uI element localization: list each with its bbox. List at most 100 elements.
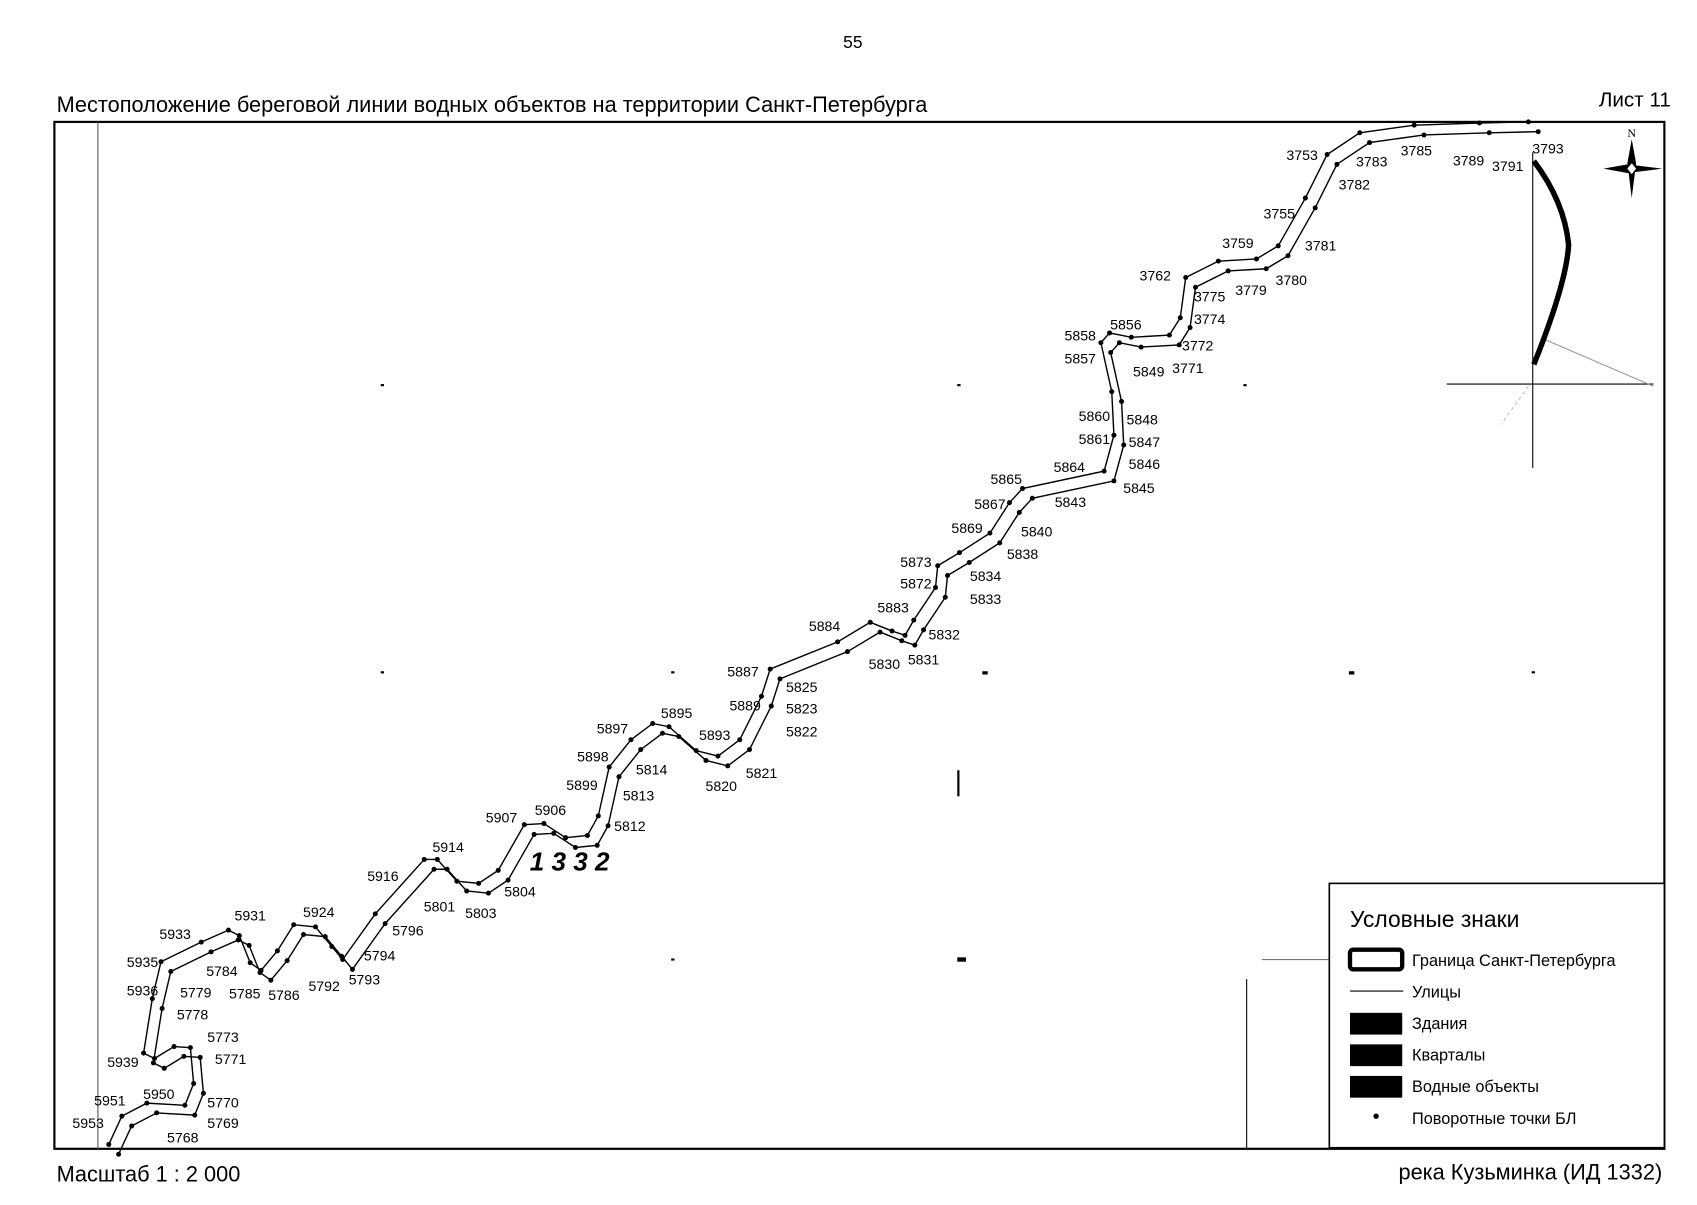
turning-point bbox=[572, 844, 578, 850]
turning-point bbox=[274, 948, 280, 954]
turning-point bbox=[116, 1151, 122, 1157]
point-label: 5779 bbox=[180, 985, 212, 1001]
point-label: 5803 bbox=[465, 905, 497, 921]
turning-point bbox=[1225, 268, 1231, 274]
turning-point bbox=[158, 959, 164, 965]
turning-point bbox=[1006, 500, 1012, 506]
point-label: 5931 bbox=[234, 907, 266, 923]
legend-title: Условные знаки bbox=[1350, 906, 1519, 932]
turning-point bbox=[141, 1050, 147, 1056]
turning-point bbox=[1535, 129, 1541, 135]
turning-point bbox=[236, 933, 242, 939]
markers bbox=[380, 384, 1535, 962]
point-label: 5889 bbox=[729, 697, 761, 713]
turning-point bbox=[606, 764, 612, 770]
object-label: 1 3 3 2 bbox=[530, 846, 610, 876]
point-labels: 3753 3783 3785 3789 3791 3793 3782 3755 3781 3759… bbox=[72, 140, 1563, 1145]
turning-point bbox=[1476, 120, 1482, 126]
point-label: 5820 bbox=[706, 778, 738, 794]
point-label: 5873 bbox=[900, 554, 932, 570]
turning-point bbox=[181, 1053, 187, 1059]
bank-line bbox=[108, 121, 1529, 1145]
point-label: 5840 bbox=[1021, 523, 1053, 539]
turning-point bbox=[1421, 132, 1427, 138]
point-label: 5935 bbox=[127, 954, 159, 970]
point-label: 5936 bbox=[127, 982, 159, 998]
turning-point bbox=[464, 888, 470, 894]
turning-point bbox=[666, 724, 672, 730]
point-label: 5872 bbox=[900, 576, 932, 592]
point-label: 3759 bbox=[1222, 235, 1254, 251]
point-label: 5831 bbox=[908, 652, 940, 668]
turning-point bbox=[933, 584, 939, 590]
point-label: 5794 bbox=[364, 948, 396, 964]
turning-point bbox=[902, 632, 908, 638]
turning-point bbox=[889, 628, 895, 634]
turning-point bbox=[966, 559, 972, 565]
turning-point bbox=[246, 942, 252, 948]
point-label: 3755 bbox=[1264, 206, 1296, 222]
turning-point bbox=[1016, 509, 1022, 515]
turning-point bbox=[1177, 315, 1183, 321]
page-number: 55 bbox=[843, 32, 862, 52]
turning-point bbox=[1029, 495, 1035, 501]
turning-point bbox=[119, 1113, 125, 1119]
point-label: 5822 bbox=[786, 724, 818, 740]
turning-point bbox=[291, 922, 297, 928]
point-label: 3793 bbox=[1532, 140, 1564, 156]
point-label: 5784 bbox=[206, 963, 238, 979]
turning-point bbox=[1275, 243, 1281, 249]
point-label: 5897 bbox=[597, 720, 629, 736]
point-label: 5785 bbox=[229, 986, 261, 1002]
turning-point bbox=[1263, 266, 1269, 272]
point-label: 5769 bbox=[207, 1115, 239, 1131]
point-label: 5867 bbox=[974, 496, 1006, 512]
turning-point bbox=[935, 563, 941, 569]
point-label: 5845 bbox=[1123, 480, 1155, 496]
turning-point bbox=[149, 996, 155, 1002]
turning-point bbox=[867, 619, 873, 625]
turning-point bbox=[693, 748, 699, 754]
turning-point bbox=[521, 822, 527, 828]
turning-point bbox=[921, 627, 927, 633]
point-label: 5914 bbox=[432, 839, 464, 855]
river-name: река Кузьминка (ИД 1332) bbox=[1398, 1159, 1662, 1184]
point-label: 5793 bbox=[349, 972, 381, 988]
turning-point bbox=[987, 530, 993, 536]
turning-point bbox=[144, 1100, 150, 1106]
point-label: 5830 bbox=[869, 656, 901, 672]
point-label: 3772 bbox=[1182, 337, 1214, 353]
turning-point bbox=[563, 835, 569, 841]
turning-point bbox=[171, 1044, 177, 1050]
turning-point bbox=[1101, 468, 1107, 474]
river bbox=[106, 119, 1541, 1157]
turning-point bbox=[768, 703, 774, 709]
street-line bbox=[1544, 338, 1654, 387]
turning-point bbox=[339, 953, 345, 959]
turning-point bbox=[129, 1123, 135, 1129]
point-label: 5907 bbox=[486, 809, 518, 825]
point-label: 5939 bbox=[107, 1054, 139, 1070]
point-label: 5869 bbox=[951, 520, 983, 536]
turning-point bbox=[154, 1110, 160, 1116]
turning-point bbox=[676, 734, 682, 740]
point-label: 5821 bbox=[746, 765, 778, 781]
point-label: 5860 bbox=[1079, 408, 1111, 424]
point-label: 5858 bbox=[1064, 328, 1096, 344]
turning-point bbox=[1020, 485, 1026, 492]
legend-item: Здания bbox=[1412, 1015, 1467, 1033]
turning-point bbox=[284, 958, 290, 964]
turning-point bbox=[349, 966, 355, 972]
point-label: 5773 bbox=[207, 1029, 239, 1045]
turning-point bbox=[247, 960, 253, 966]
point-label: 5848 bbox=[1126, 411, 1158, 427]
point-label: 5813 bbox=[623, 788, 655, 804]
turning-point bbox=[737, 737, 743, 743]
turning-point bbox=[187, 1045, 193, 1051]
turning-point bbox=[1128, 334, 1134, 340]
turning-point bbox=[1109, 389, 1115, 395]
turning-point bbox=[541, 821, 547, 827]
turning-point bbox=[767, 666, 773, 672]
legend-icon bbox=[1349, 1044, 1403, 1067]
